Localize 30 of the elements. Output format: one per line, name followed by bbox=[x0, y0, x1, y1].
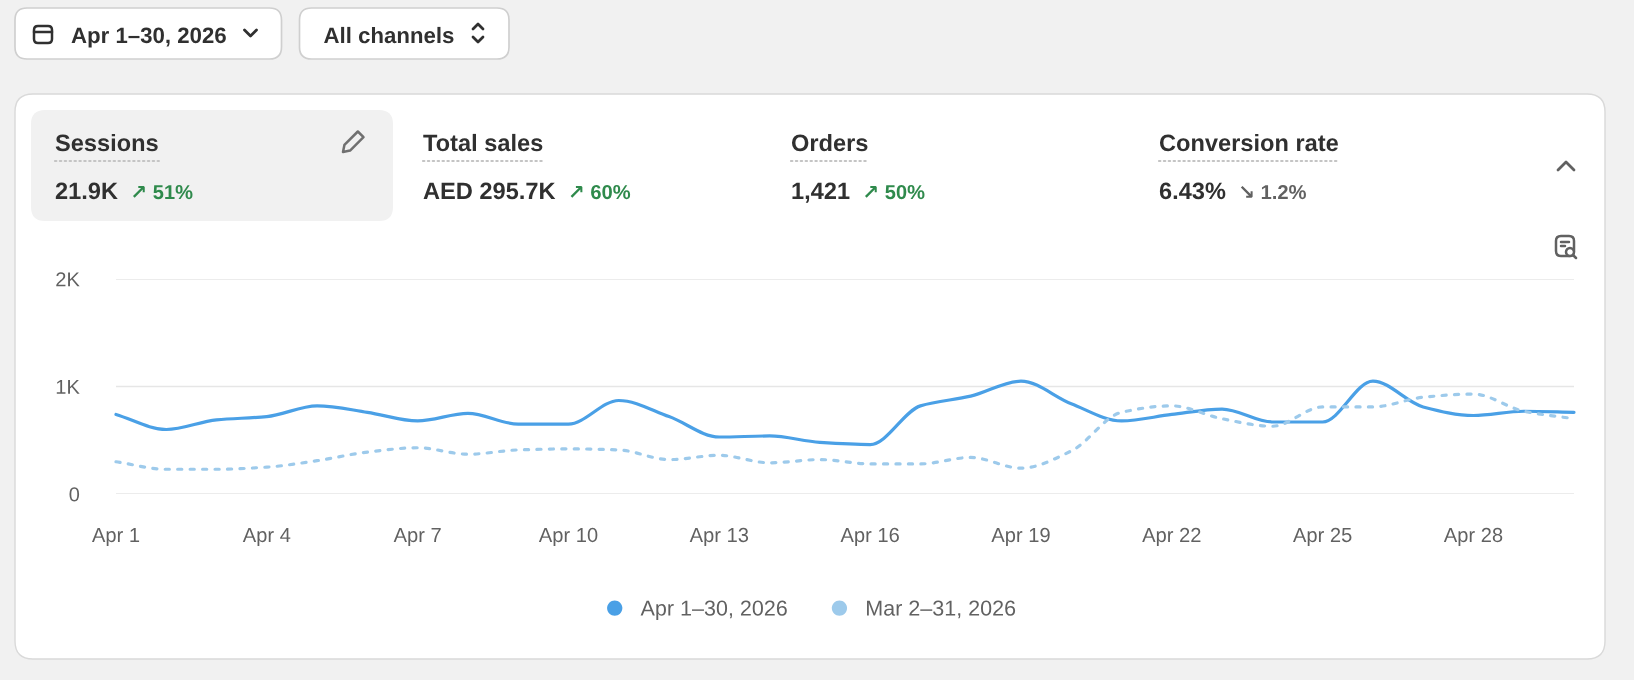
y-tick-label: 0 bbox=[69, 487, 80, 502]
text: 1,421 bbox=[792, 182, 850, 203]
y-tick-label: 1K bbox=[56, 379, 80, 394]
text: ↗ 60% bbox=[570, 184, 631, 200]
category-label: Sessions bbox=[55, 133, 158, 152]
x-tick-label: Apr 16 bbox=[840, 527, 899, 547]
x-tick-label: Apr 10 bbox=[538, 527, 598, 547]
text: Apr 1–30, 2026 bbox=[71, 27, 226, 48]
category-label: Total sales bbox=[423, 133, 543, 152]
x-tick-label: Apr 7 bbox=[393, 528, 441, 547]
category-label: Orders bbox=[791, 133, 868, 152]
x-tick-label: Apr 19 bbox=[991, 527, 1050, 547]
text: ↗ 51% bbox=[132, 184, 193, 200]
category-label: Conversion rate bbox=[1159, 133, 1338, 152]
legend-label: Mar 2–31, 2026 bbox=[867, 600, 1016, 619]
x-tick-label: Apr 22 bbox=[1142, 527, 1201, 547]
text: All channels bbox=[324, 26, 454, 44]
text: ↗ 50% bbox=[864, 184, 925, 200]
text: 6.43% bbox=[1159, 182, 1226, 200]
x-tick-label: Apr 1 bbox=[91, 528, 140, 547]
x-tick-label: Apr 4 bbox=[242, 528, 291, 547]
x-tick-label: Apr 25 bbox=[1293, 527, 1352, 547]
x-tick-label: Apr 13 bbox=[689, 527, 749, 547]
text: 21.9K bbox=[55, 182, 118, 200]
x-tick-label: Apr 28 bbox=[1443, 527, 1503, 547]
line-series bbox=[114, 379, 1576, 447]
y-tick-label: 2K bbox=[56, 272, 80, 287]
text: ↘ 1.2% bbox=[1240, 184, 1306, 200]
legend-label: Apr 1–30, 2026 bbox=[640, 600, 787, 621]
text: AED 295.7K bbox=[423, 182, 556, 200]
